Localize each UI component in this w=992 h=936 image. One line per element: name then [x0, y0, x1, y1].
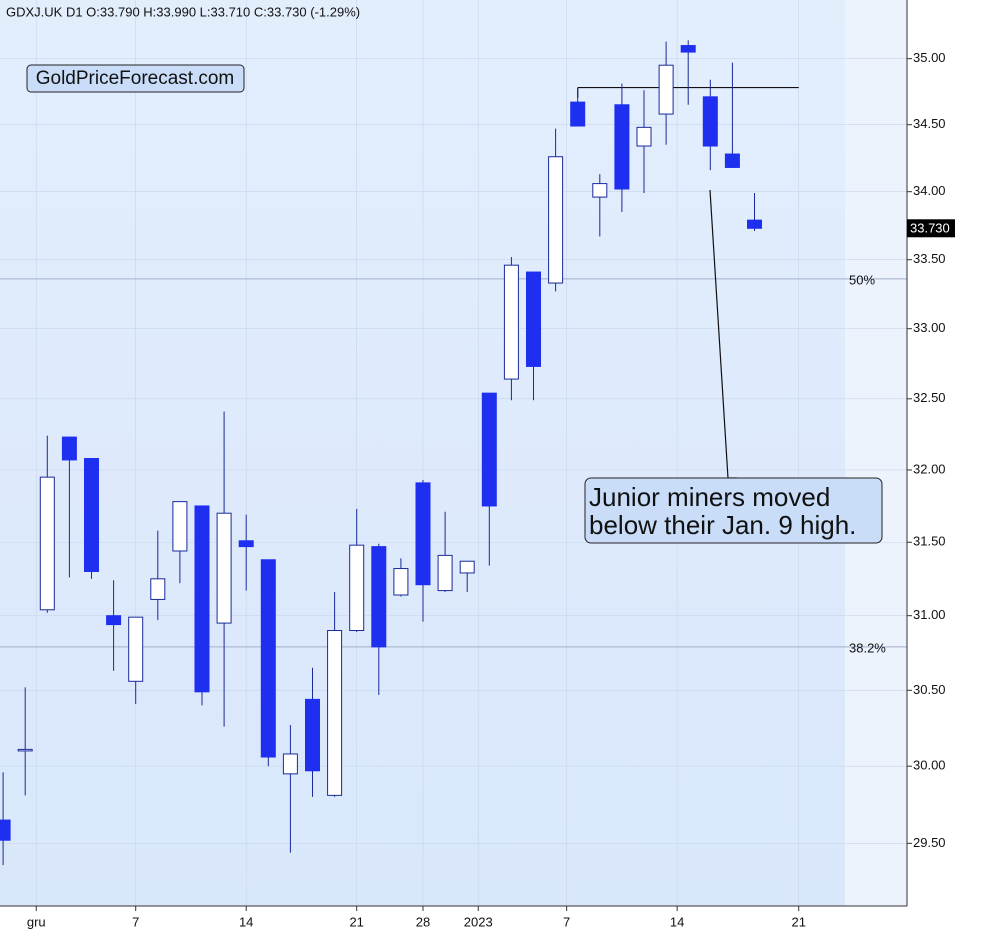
candle-body	[371, 546, 387, 648]
candle-body	[415, 482, 431, 586]
candle-body	[282, 753, 298, 775]
candle-body	[459, 560, 475, 574]
annotation-line: below their Jan. 9 high.	[589, 510, 856, 540]
y-tick-label: 30.00	[913, 758, 946, 773]
candle-body	[0, 819, 11, 841]
x-tick-label: 2023	[464, 914, 493, 929]
level-label: 38.2%	[849, 640, 886, 655]
x-tick-label: 28	[416, 914, 430, 929]
y-tick-label: 33.00	[913, 320, 946, 335]
y-tick-label: 35.00	[913, 50, 946, 65]
candle-body	[150, 578, 166, 600]
candle-body	[216, 512, 232, 624]
candle-body	[526, 271, 542, 367]
candle-body	[17, 748, 33, 752]
candle-body	[349, 544, 365, 632]
watermark-box	[26, 64, 245, 93]
x-tick-label: 14	[670, 914, 684, 929]
candle-body	[128, 616, 144, 682]
y-tick-label: 32.00	[913, 461, 946, 476]
candle-body	[327, 630, 343, 796]
candle-body	[636, 126, 652, 147]
x-tick-label: gru	[27, 914, 46, 929]
candle-body	[39, 476, 55, 611]
candle-body	[614, 104, 630, 190]
candle-body	[570, 101, 586, 127]
header: GDXJ.UK D1 O:33.790 H:33.990 L:33.710 C:…	[6, 4, 360, 19]
candle-body	[592, 183, 608, 198]
candle-body	[724, 153, 740, 168]
candle-body	[238, 540, 254, 548]
candle-body	[702, 96, 718, 147]
y-tick-label: 33.50	[913, 251, 946, 266]
x-tick-label: 7	[132, 914, 139, 929]
level-label: 50%	[849, 272, 875, 287]
candle-body	[680, 45, 696, 53]
y-tick-label: 31.00	[913, 607, 946, 622]
candle-body	[194, 505, 210, 693]
y-tick-label: 29.50	[913, 835, 946, 850]
x-tick-label: 21	[791, 914, 805, 929]
x-tick-label: 21	[349, 914, 363, 929]
y-tick-label: 30.50	[913, 682, 946, 697]
candle-body	[304, 698, 320, 772]
y-tick-label: 32.50	[913, 390, 946, 405]
y-tick-label: 34.00	[913, 183, 946, 198]
y-tick-label: 31.50	[913, 534, 946, 549]
x-tick-label: 7	[563, 914, 570, 929]
y-tick-label: 34.50	[913, 116, 946, 131]
x-tick-label: 14	[239, 914, 253, 929]
candle-body	[747, 219, 763, 229]
candle-body	[61, 436, 77, 461]
candle-body	[548, 156, 564, 284]
last-price-tag	[907, 219, 955, 238]
candle-body	[481, 392, 497, 507]
last-price-label: 33.730	[910, 221, 950, 236]
candle-body	[503, 264, 519, 380]
watermark: GoldPriceForecast.com	[36, 68, 235, 89]
candle-body	[437, 554, 453, 592]
candle-body	[172, 501, 188, 552]
candle-body	[260, 559, 276, 758]
candle-body	[393, 568, 409, 596]
candle-body	[106, 615, 122, 626]
annotation-box	[584, 477, 883, 544]
shaded-area	[0, 0, 845, 906]
candle-body	[658, 64, 674, 115]
candle-body	[83, 457, 99, 572]
annotation-line: Junior miners moved	[589, 482, 830, 512]
